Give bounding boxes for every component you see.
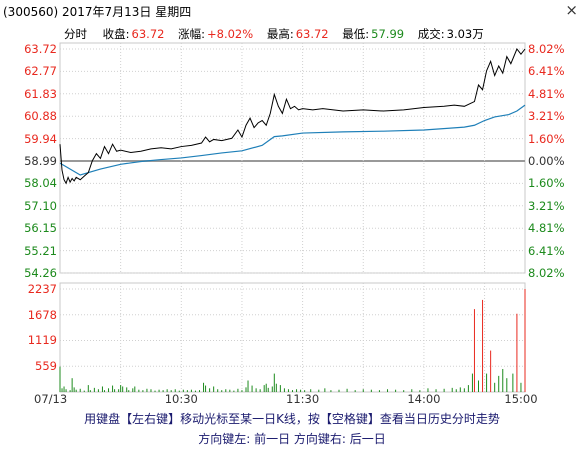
info-bar: 分时 收盘: 63.72 涨幅: +8.02% 最高: 63.72 最低: 57.99 … — [64, 26, 486, 42]
percent-tick-label: 4.81% — [528, 221, 565, 236]
time-tick-label: 11:30 — [286, 392, 320, 406]
navigation-hint: 方向键左: 前一日 方向键右: 后一日 — [198, 432, 386, 446]
price-tick-label: 54.26 — [24, 266, 57, 280]
close-label: 收盘: — [102, 27, 130, 41]
low-label: 最低: — [342, 27, 370, 41]
time-tick-label: 15:00 — [504, 392, 538, 406]
percent-tick-label: 3.21% — [528, 198, 565, 213]
window-titlebar: (300560) 2017年7月13日 星期四 × — [0, 0, 584, 22]
price-line — [59, 48, 526, 185]
price-tick-label: 60.88 — [24, 109, 57, 124]
percent-tick-label: 4.81% — [528, 86, 565, 101]
percent-tick-label: 8.02% — [528, 42, 565, 56]
volume-tick-label: 1678 — [27, 307, 57, 322]
price-tick-label: 58.04 — [24, 176, 57, 191]
price-tick-label: 58.99 — [24, 154, 57, 168]
volume-value: 3.03万 — [446, 27, 484, 41]
high-label: 最高: — [266, 27, 294, 41]
volume-tick-label: 2237 — [27, 282, 57, 296]
price-tick-label: 57.10 — [24, 198, 57, 213]
percent-tick-label: 3.21% — [528, 109, 565, 124]
percent-tick-label: 6.41% — [528, 243, 565, 258]
keyboard-hint: 用键盘【左右键】移动光标至某一日K线，按【空格键】查看当日历史分时走势 — [84, 412, 500, 426]
volume-label: 成交: — [417, 27, 445, 41]
volume-tick-label: 559 — [35, 359, 57, 374]
price-tick-label: 61.83 — [24, 86, 57, 101]
low-value: 57.99 — [371, 27, 405, 41]
change-label: 涨幅: — [178, 27, 205, 41]
price-panel-frame — [59, 42, 526, 274]
percent-tick-label: 1.60% — [528, 131, 565, 146]
percent-tick-label: 0.00% — [528, 154, 565, 168]
percent-tick-label: 1.60% — [528, 176, 565, 191]
window-title: (300560) 2017年7月13日 星期四 — [3, 5, 192, 19]
volume-tick-label: 1119 — [27, 333, 57, 348]
percent-tick-label: 8.02% — [528, 266, 565, 280]
percent-tick-label: 6.41% — [528, 64, 565, 79]
price-tick-label: 62.77 — [24, 64, 57, 79]
price-tick-label: 59.94 — [24, 131, 57, 146]
average-price-line — [59, 104, 526, 176]
mode-label: 分时 — [64, 27, 87, 41]
high-value: 63.72 — [295, 27, 329, 41]
time-tick-label: 07/13 — [34, 392, 68, 406]
time-tick-label: 10:30 — [164, 392, 198, 406]
price-tick-label: 63.72 — [24, 42, 57, 56]
price-tick-label: 55.21 — [24, 243, 57, 258]
price-tick-label: 56.15 — [24, 221, 57, 236]
close-icon[interactable]: × — [565, 1, 578, 19]
change-value: +8.02% — [207, 27, 254, 41]
close-value: 63.72 — [131, 27, 165, 41]
volume-panel-frame — [59, 282, 526, 393]
time-tick-label: 14:00 — [407, 392, 441, 406]
